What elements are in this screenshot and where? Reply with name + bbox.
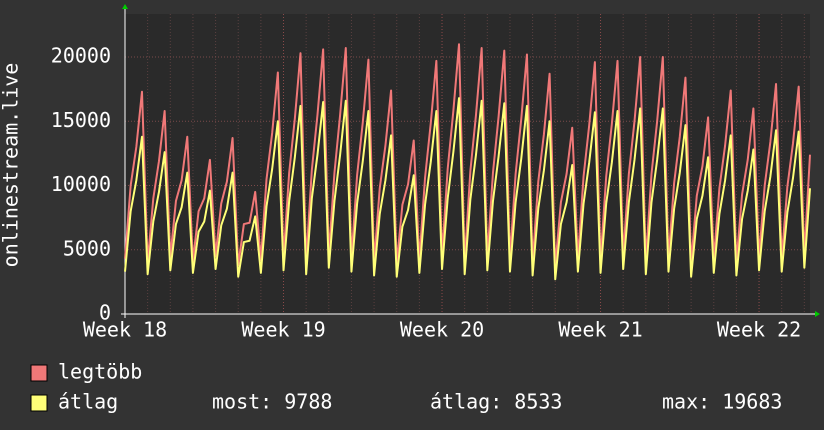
legend-stat: max: 19683 <box>662 390 782 414</box>
legend-swatch <box>30 364 48 382</box>
x-tick-label: Week 18 <box>83 318 167 342</box>
y-axis-title: onlinestream.live <box>0 63 23 268</box>
legend-label: legtöbb <box>58 360 142 384</box>
legend-stat: átlag: 8533 <box>430 390 562 414</box>
y-tick-label: 5000 <box>63 236 111 260</box>
x-tick-label: Week 20 <box>400 318 484 342</box>
series-line <box>124 97 811 281</box>
y-tick-label: 20000 <box>51 44 111 68</box>
y-tick-label: 0 <box>99 301 111 325</box>
x-tick-label: Week 22 <box>717 318 801 342</box>
x-tick-label: Week 21 <box>558 318 642 342</box>
x-arrow <box>815 311 820 317</box>
y-arrow <box>122 4 128 9</box>
legend-stat: most: 9788 <box>212 390 332 414</box>
y-tick-label: 10000 <box>51 172 111 196</box>
x-tick-label: Week 19 <box>241 318 325 342</box>
legend-swatch <box>30 394 48 412</box>
series-line <box>124 43 811 268</box>
legend-label: átlag <box>58 390 118 414</box>
y-tick-label: 15000 <box>51 108 111 132</box>
